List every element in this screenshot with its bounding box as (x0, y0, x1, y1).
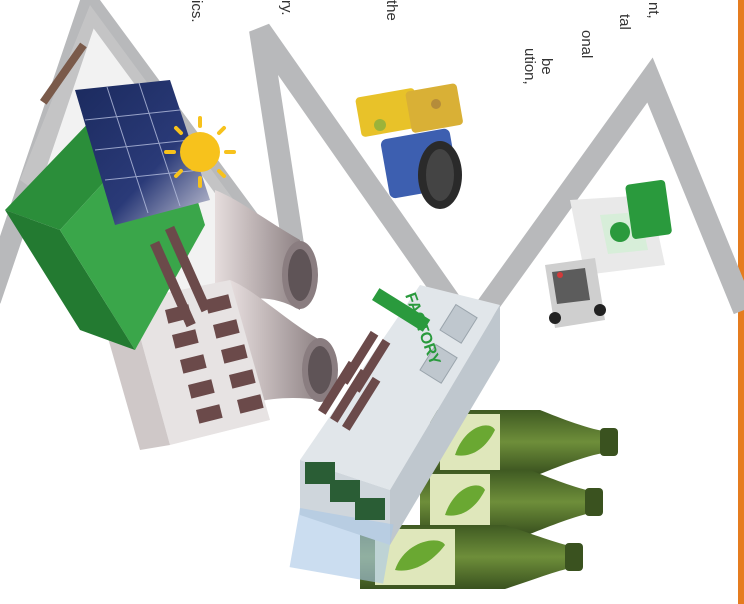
power-plant-building (100, 280, 270, 450)
garbage-truck (545, 179, 672, 328)
bottle (420, 470, 603, 534)
factory-building: FACTORY (289, 285, 500, 584)
cooling-towers (215, 190, 338, 410)
recycling-bins (355, 83, 463, 209)
sun-icon (164, 116, 236, 188)
solar-building (5, 42, 211, 350)
